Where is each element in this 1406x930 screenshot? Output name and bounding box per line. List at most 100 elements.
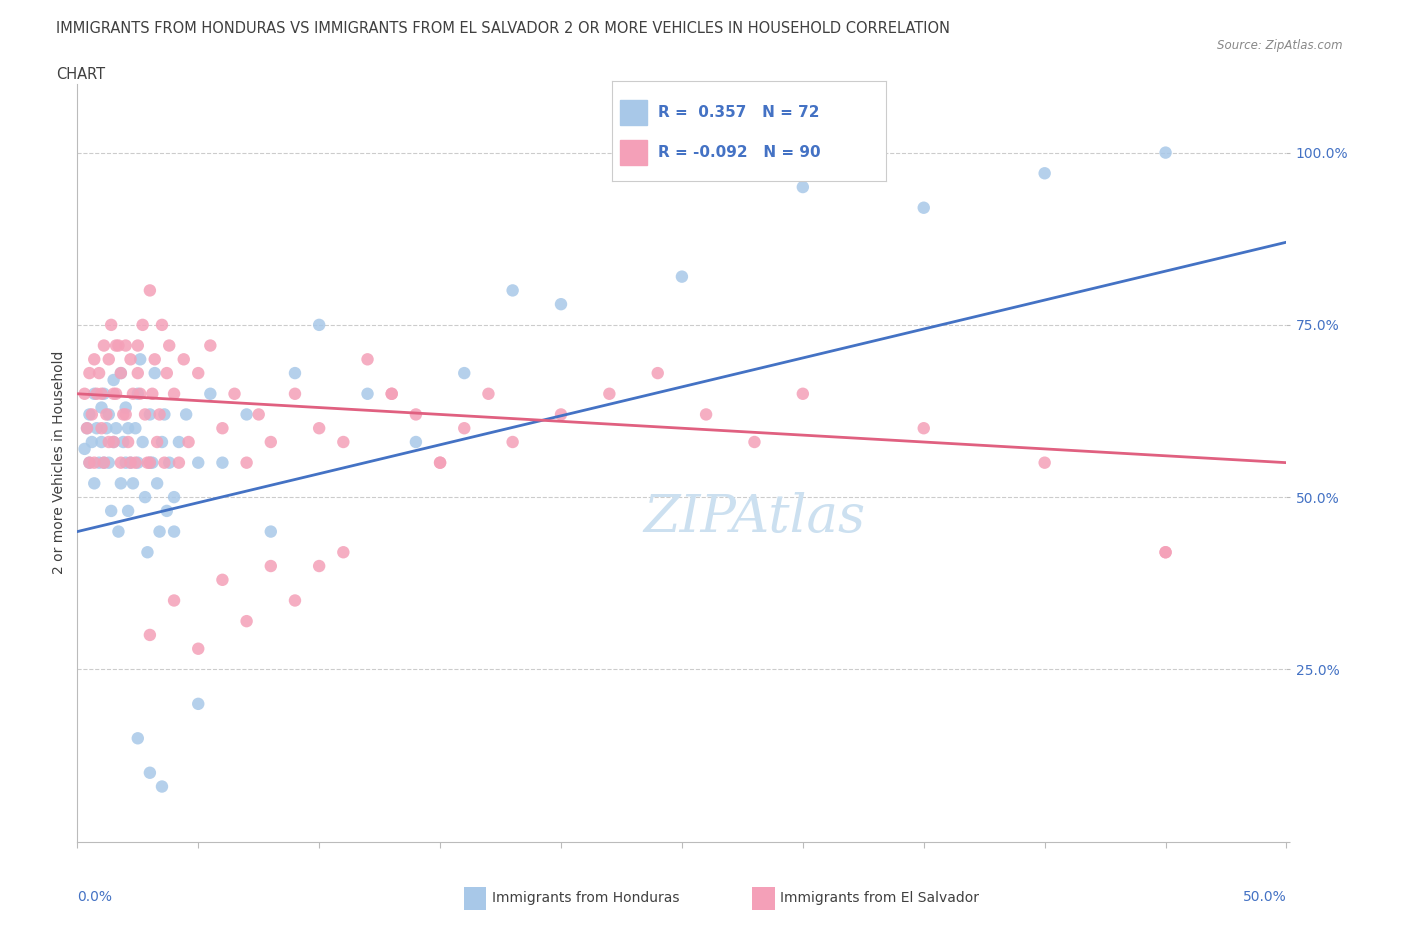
Point [90, 420, 112, 435]
Point [97, 456, 120, 471]
Point [139, 765, 162, 780]
Point [550, 297, 572, 312]
Point [308, 420, 330, 435]
Point [150, 317, 173, 332]
Point [136, 456, 159, 471]
Point [453, 420, 475, 435]
Point [187, 642, 209, 657]
Point [112, 434, 135, 449]
Point [260, 434, 283, 449]
Point [127, 365, 149, 380]
Point [93, 456, 115, 471]
Point [148, 407, 170, 422]
Point [247, 407, 270, 422]
Point [120, 456, 142, 471]
Point [200, 386, 222, 401]
Point [156, 365, 179, 380]
Point [90, 386, 112, 401]
Point [129, 352, 152, 366]
Point [153, 407, 176, 422]
Point [157, 456, 180, 471]
Point [146, 476, 169, 491]
Point [141, 386, 163, 401]
Point [284, 593, 307, 608]
Point [187, 697, 209, 711]
Point [79, 456, 101, 471]
Point [83, 352, 105, 366]
Point [86, 386, 108, 401]
Point [150, 434, 173, 449]
Point [332, 545, 354, 560]
Text: Immigrants from Honduras: Immigrants from Honduras [492, 891, 679, 906]
Point [356, 352, 378, 366]
Point [134, 407, 156, 422]
Point [114, 339, 136, 353]
Point [502, 434, 524, 449]
Point [117, 434, 139, 449]
Point [1154, 145, 1177, 160]
Bar [620, 100, 647, 125]
Point [127, 456, 149, 471]
Point [163, 525, 186, 539]
Point [114, 407, 136, 422]
Point [87, 456, 110, 471]
Text: Immigrants from El Salvador: Immigrants from El Salvador [780, 891, 980, 906]
Point [143, 365, 166, 380]
Point [97, 407, 120, 422]
Point [1033, 166, 1056, 180]
Point [429, 456, 451, 471]
Point [96, 407, 118, 422]
Point [114, 400, 136, 415]
Point [93, 386, 115, 401]
Point [79, 456, 101, 471]
Point [83, 476, 105, 491]
Point [308, 317, 330, 332]
Point [157, 339, 180, 353]
Point [163, 386, 186, 401]
Point [235, 456, 257, 471]
Point [167, 434, 190, 449]
Point [87, 365, 110, 380]
Point [187, 365, 209, 380]
Point [235, 614, 257, 629]
Point [73, 386, 96, 401]
Point [103, 434, 125, 449]
Point [912, 420, 935, 435]
Point [100, 503, 122, 518]
Text: R =  0.357   N = 72: R = 0.357 N = 72 [658, 105, 820, 120]
Text: 50.0%: 50.0% [1243, 890, 1286, 904]
Point [90, 434, 112, 449]
Point [405, 434, 427, 449]
Point [163, 593, 186, 608]
Point [148, 525, 170, 539]
Text: R = -0.092   N = 90: R = -0.092 N = 90 [658, 145, 821, 160]
Point [124, 420, 146, 435]
Point [146, 434, 169, 449]
Point [308, 559, 330, 574]
Point [83, 456, 105, 471]
Point [134, 490, 156, 505]
Point [76, 420, 98, 435]
Point [744, 434, 766, 449]
Point [110, 476, 132, 491]
Point [73, 442, 96, 457]
Point [284, 365, 307, 380]
Point [127, 386, 149, 401]
Point [136, 545, 159, 560]
Point [139, 456, 162, 471]
Point [112, 407, 135, 422]
Point [122, 476, 145, 491]
Point [97, 434, 120, 449]
Point [284, 386, 307, 401]
Point [211, 420, 233, 435]
Point [110, 365, 132, 380]
Point [86, 420, 108, 435]
Point [107, 525, 129, 539]
Point [200, 339, 222, 353]
Point [1033, 456, 1056, 471]
Point [96, 420, 118, 435]
Point [163, 490, 186, 505]
Point [260, 525, 283, 539]
Point [502, 283, 524, 298]
Text: CHART: CHART [56, 67, 105, 82]
